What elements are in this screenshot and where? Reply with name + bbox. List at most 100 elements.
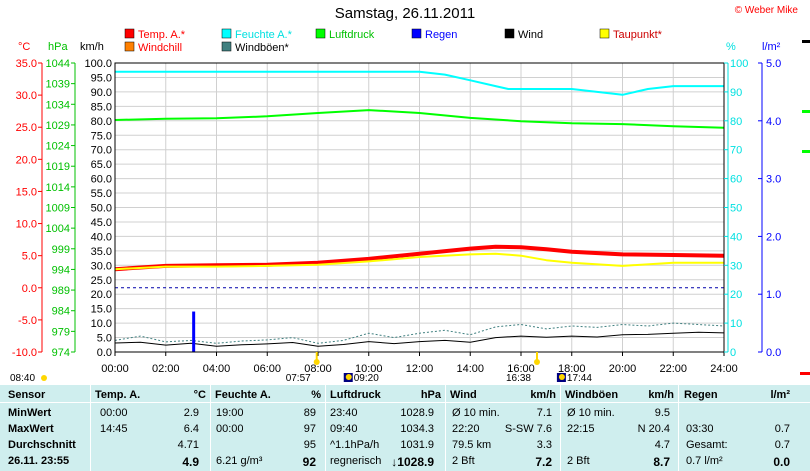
humidity-tick-label: 100 bbox=[730, 58, 748, 70]
x-tick-label: 22:00 bbox=[659, 363, 687, 375]
stats-humidity-value: 95 bbox=[303, 439, 316, 451]
stats-header-temp: Temp. A. bbox=[95, 389, 141, 401]
humidity-tick-label: 20 bbox=[730, 289, 742, 301]
column-separator bbox=[210, 385, 211, 471]
x-tick-label: 18:00 bbox=[558, 363, 586, 375]
wind-tick-label: 10.0 bbox=[91, 318, 112, 330]
sunrise-time-label: 07:57 bbox=[286, 373, 311, 384]
x-tick-label: 08:00 bbox=[304, 363, 332, 375]
rain-unit-label: l/m² bbox=[762, 41, 781, 53]
stats-gust-time: Ø 10 min. bbox=[567, 407, 615, 419]
column-separator bbox=[325, 385, 326, 471]
stats-gust-value: 8.7 bbox=[653, 455, 670, 469]
pressure-tick-label: 984 bbox=[52, 306, 70, 318]
stats-header-gust: Windböen bbox=[565, 389, 619, 401]
wind-tick-label: 90.0 bbox=[91, 87, 112, 99]
wind-tick-label: 70.0 bbox=[91, 145, 112, 157]
stats-pressure-time: 09:40 bbox=[330, 423, 358, 435]
wind-tick-label: 50.0 bbox=[91, 203, 112, 215]
stats-row-label: MaxWert bbox=[8, 423, 54, 435]
stats-header-rain-unit: l/m² bbox=[770, 389, 790, 401]
humidity-tick-label: 30 bbox=[730, 260, 742, 272]
sun-icon bbox=[41, 375, 47, 381]
stats-header-temp-unit: °C bbox=[193, 389, 206, 401]
wind-tick-label: 45.0 bbox=[91, 217, 112, 229]
edge-mark bbox=[802, 150, 810, 153]
pressure-tick-label: 1034 bbox=[46, 99, 70, 111]
stats-temp-value: 4.71 bbox=[177, 439, 199, 451]
series-line-feuchte-a bbox=[115, 70, 724, 96]
x-tick-label: 20:00 bbox=[609, 363, 637, 375]
stats-humidity-time: 6.21 g/m³ bbox=[216, 455, 263, 467]
stats-header-humidity-unit: % bbox=[311, 389, 321, 401]
sunset-icon bbox=[533, 359, 540, 365]
legend-label: Windböen* bbox=[235, 42, 290, 54]
stats-gust-time: 22:15 bbox=[567, 423, 595, 435]
series-line-windb-en bbox=[114, 322, 725, 344]
chart-grid bbox=[114, 62, 725, 353]
stats-header-wind-unit: km/h bbox=[530, 389, 556, 401]
legend-label: Feuchte A.* bbox=[235, 29, 293, 41]
legend-swatch bbox=[221, 41, 232, 52]
edge-mark bbox=[802, 110, 810, 113]
pressure-tick-label: 989 bbox=[52, 285, 70, 297]
temp-tick-label: 5.0 bbox=[22, 251, 37, 263]
wind-tick-label: 100.0 bbox=[84, 58, 112, 70]
stats-header-rain: Regen bbox=[684, 389, 718, 401]
humidity-tick-label: 40 bbox=[730, 231, 742, 243]
temp-tick-label: 15.0 bbox=[16, 186, 37, 198]
series-line-taupunkt bbox=[114, 252, 724, 271]
humidity-unit-label: % bbox=[726, 41, 736, 53]
humidity-tick-label: 0 bbox=[730, 347, 736, 359]
wind-tick-label: 25.0 bbox=[91, 275, 112, 287]
moonrise-icon bbox=[345, 374, 352, 380]
series-line-temp-a bbox=[114, 244, 725, 272]
stats-wind-value: 7.2 bbox=[535, 455, 552, 469]
legend-label: Regen bbox=[425, 29, 457, 41]
legend-swatch bbox=[124, 28, 135, 39]
credit-text: © Weber Mike bbox=[734, 5, 798, 16]
temp-tick-label: -5.0 bbox=[18, 315, 37, 327]
legend-label: Luftdruck bbox=[329, 29, 375, 41]
x-tick-label: 02:00 bbox=[152, 363, 180, 375]
humidity-tick-label: 50 bbox=[730, 203, 742, 215]
pressure-tick-label: 974 bbox=[52, 347, 70, 359]
x-tick-label: 12:00 bbox=[406, 363, 434, 375]
stats-wind-time: 79.5 km bbox=[452, 439, 492, 451]
pressure-tick-label: 1009 bbox=[46, 203, 70, 215]
chart-series bbox=[114, 70, 725, 352]
stats-row-label: MinWert bbox=[8, 407, 52, 419]
rain-tick-label: 2.0 bbox=[766, 231, 781, 243]
wind-tick-label: 40.0 bbox=[91, 231, 112, 243]
rain-tick-label: 1.0 bbox=[766, 289, 781, 301]
stats-rain-value: 0.7 bbox=[774, 423, 790, 435]
legend-swatch bbox=[599, 28, 610, 39]
stats-header-sensor: Sensor bbox=[8, 389, 46, 401]
chart-axes: 00:00 02:00 04:00 06:00 08:00 10:00 12:00 14:00… bbox=[12, 41, 781, 375]
legend-label: Taupunkt* bbox=[613, 29, 663, 41]
legend-swatch bbox=[315, 28, 326, 39]
corner-time-label: 08:40 bbox=[10, 373, 35, 384]
x-tick-label: 04:00 bbox=[203, 363, 231, 375]
moonrise-time-label: 09:20 bbox=[354, 373, 379, 384]
row-separator bbox=[0, 402, 810, 403]
sunrise-icon bbox=[313, 359, 320, 365]
stats-rain-time: 03:30 bbox=[686, 423, 714, 435]
legend-label: Wind bbox=[518, 29, 543, 41]
series-line-luftdruck bbox=[114, 109, 725, 129]
temp-unit-label: °C bbox=[18, 41, 30, 53]
pressure-tick-label: 1014 bbox=[46, 182, 70, 194]
stats-wind-value: 3.3 bbox=[536, 439, 552, 451]
x-tick-label: 00:00 bbox=[101, 363, 129, 375]
rain-tick-label: 4.0 bbox=[766, 116, 781, 128]
pressure-tick-label: 999 bbox=[52, 244, 70, 256]
wind-tick-label: 75.0 bbox=[91, 130, 112, 142]
stats-temp-value: 2.9 bbox=[183, 407, 199, 419]
x-tick-label: 16:00 bbox=[507, 363, 535, 375]
pressure-tick-label: 979 bbox=[52, 326, 70, 338]
wind-tick-label: 85.0 bbox=[91, 101, 112, 113]
column-separator bbox=[678, 385, 679, 471]
pressure-tick-label: 1029 bbox=[46, 120, 70, 132]
sunset-time-label: 16:38 bbox=[506, 373, 531, 384]
humidity-tick-label: 60 bbox=[730, 174, 742, 186]
